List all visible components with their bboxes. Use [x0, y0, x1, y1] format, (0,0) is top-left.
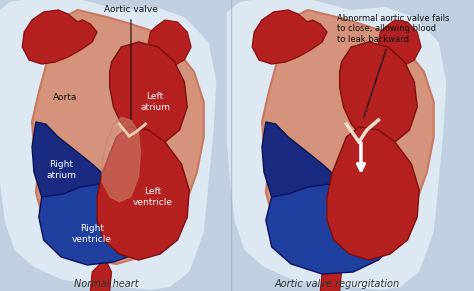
Text: Right
ventricle: Right ventricle — [72, 224, 112, 244]
Polygon shape — [378, 20, 421, 67]
Polygon shape — [252, 10, 327, 64]
Polygon shape — [97, 127, 189, 260]
Polygon shape — [22, 10, 97, 64]
Polygon shape — [327, 127, 419, 260]
Polygon shape — [320, 262, 342, 291]
Polygon shape — [262, 10, 434, 264]
Polygon shape — [102, 117, 141, 202]
Polygon shape — [90, 262, 111, 291]
Polygon shape — [266, 184, 400, 274]
Text: Aorta: Aorta — [53, 93, 77, 102]
Polygon shape — [148, 20, 191, 67]
Polygon shape — [262, 122, 349, 232]
Text: Aortic valve: Aortic valve — [104, 5, 158, 119]
Text: Aortic valve regurgitation: Aortic valve regurgitation — [274, 279, 399, 289]
Polygon shape — [32, 10, 204, 264]
Polygon shape — [39, 184, 158, 265]
Text: Normal heart: Normal heart — [74, 279, 139, 289]
Polygon shape — [109, 42, 187, 144]
Text: Abnormal aortic valve fails
to close, allowing blood
to leak backward: Abnormal aortic valve fails to close, al… — [337, 14, 449, 117]
Polygon shape — [227, 0, 447, 290]
Polygon shape — [339, 42, 417, 144]
Text: Left
ventricle: Left ventricle — [132, 187, 173, 207]
Polygon shape — [0, 0, 216, 290]
Text: Right
atrium: Right atrium — [46, 160, 76, 180]
Text: Left
atrium: Left atrium — [140, 92, 170, 112]
Polygon shape — [32, 122, 119, 232]
